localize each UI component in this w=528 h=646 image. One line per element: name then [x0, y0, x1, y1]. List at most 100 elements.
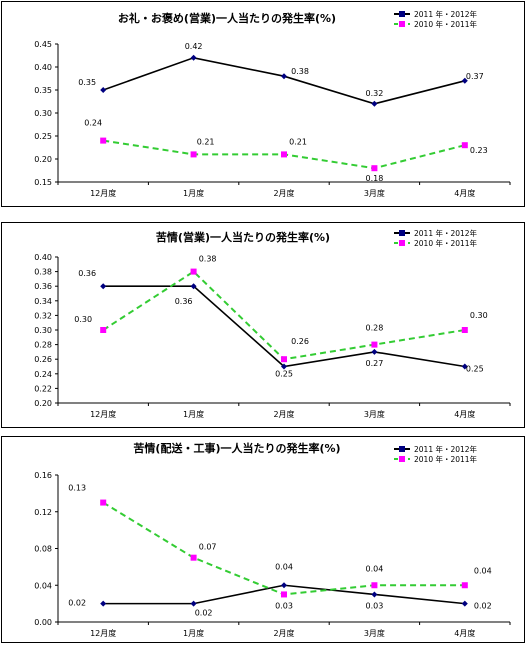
data-point-s1-2: [190, 600, 197, 607]
legend-marker-2: [399, 240, 405, 246]
data-point-s1-5: [461, 77, 468, 84]
y-tick-label: 0.28: [34, 341, 52, 350]
data-label-s2-4: 0.18: [365, 174, 383, 183]
data-point-s2-3: [281, 151, 287, 158]
x-tick-label: 3月度: [364, 188, 385, 198]
data-point-s1-4: [371, 100, 378, 107]
x-tick-label: 1月度: [183, 188, 204, 198]
data-point-s2-1: [100, 327, 107, 333]
data-label-s1-4: 0.03: [365, 601, 383, 610]
data-label-s2-2: 0.38: [199, 255, 217, 264]
data-point-s1-4: [371, 348, 378, 355]
legend-label-2: 2010 年・2011年: [414, 19, 478, 29]
data-point-s2-4: [371, 582, 378, 589]
data-point-s2-4: [371, 341, 378, 348]
series-line-2: [102, 501, 465, 596]
y-tick-label: 0.38: [34, 268, 52, 277]
y-tick-label: 0.25: [34, 132, 52, 141]
data-point-s2-2: [190, 151, 197, 158]
data-point-s1-3: [281, 73, 287, 80]
chart-title: お礼・お褒め(営業)一人当たりの発生率(%): [118, 11, 336, 25]
data-label-s1-5: 0.02: [474, 602, 492, 611]
data-label-s1-2: 0.02: [195, 609, 213, 618]
y-tick-label: 0.40: [34, 253, 52, 262]
data-label-s2-1: 0.24: [84, 119, 102, 128]
chart-title: 苦情(営業)一人当たりの発生率(%): [156, 230, 330, 244]
legend-marker-1: [399, 446, 405, 452]
series-line-2: [102, 270, 465, 361]
data-label-s1-1: 0.35: [78, 78, 96, 87]
data-label-s2-4: 0.04: [365, 564, 383, 573]
series-line-1: [103, 285, 465, 368]
y-tick-label: 0.40: [34, 63, 52, 72]
chart-panel-3: 苦情(配送・工事)一人当たりの発生率(%) 2011 年・2012年 2010 年・…: [1, 436, 525, 643]
data-label-s2-5: 0.30: [470, 311, 488, 320]
y-tick-label: 0.22: [34, 384, 52, 393]
data-label-s1-2: 0.42: [185, 42, 203, 51]
y-tick-label: 0.34: [34, 297, 52, 306]
data-point-s2-3: [281, 591, 287, 598]
data-point-s2-5: [461, 142, 468, 149]
legend-label-2: 2010 年・2011年: [414, 238, 478, 248]
data-point-s1-5: [461, 363, 468, 370]
y-tick-label: 0.20: [34, 155, 52, 164]
x-tick-label: 2月度: [273, 188, 294, 198]
y-tick-label: 0.30: [34, 109, 52, 118]
x-tick-label: 1月度: [183, 409, 204, 419]
x-tick-label: 4月度: [454, 188, 475, 198]
legend-marker-1: [399, 11, 405, 17]
x-tick-label: 1月度: [183, 628, 204, 638]
y-tick-label: 0.30: [34, 326, 52, 335]
legend-label-2: 2010 年・2011年: [414, 454, 478, 464]
data-point-s2-3: [281, 356, 287, 363]
legend-marker-2: [399, 21, 405, 27]
data-label-s2-4: 0.28: [365, 324, 383, 333]
y-tick-label: 0.36: [34, 282, 52, 291]
series-line-1: [102, 56, 465, 105]
data-label-s2-2: 0.21: [197, 137, 215, 146]
x-tick-label: 3月度: [364, 628, 385, 638]
data-label-s1-3: 0.04: [275, 562, 293, 571]
data-point-s1-5: [461, 600, 468, 607]
data-point-s1-1: [100, 600, 107, 607]
chart-panel-2: 苦情(営業)一人当たりの発生率(%) 2011 年・2012年 2010 年・201…: [1, 222, 525, 428]
legend-marker-1: [399, 230, 405, 236]
x-tick-label: 2月度: [273, 628, 294, 638]
data-label-s1-4: 0.32: [365, 89, 383, 98]
y-tick-label: 0.24: [34, 370, 52, 379]
data-point-s2-5: [461, 327, 468, 333]
legend-label-1: 2011 年・2012年: [414, 9, 478, 19]
data-point-s1-2: [190, 54, 197, 61]
data-label-s2-1: 0.13: [68, 484, 86, 493]
data-point-s1-2: [190, 283, 197, 290]
data-label-s2-5: 0.23: [470, 146, 488, 155]
data-label-s2-2: 0.07: [199, 543, 217, 552]
y-tick-label: 0.16: [34, 471, 52, 480]
data-label-s1-3: 0.38: [291, 67, 309, 76]
y-tick-label: 0.04: [34, 581, 52, 590]
data-label-s2-3: 0.03: [275, 601, 293, 610]
data-label-s1-1: 0.36: [78, 269, 96, 278]
data-label-s1-5: 0.37: [466, 72, 484, 81]
data-label-s2-5: 0.04: [474, 566, 492, 575]
data-label-s2-1: 0.30: [74, 315, 92, 324]
x-tick-label: 12月度: [90, 628, 116, 638]
data-point-s1-3: [281, 363, 287, 370]
x-tick-label: 3月度: [364, 409, 385, 419]
legend-label-1: 2011 年・2012年: [414, 228, 478, 238]
chart-title: 苦情(配送・工事)一人当たりの発生率(%): [133, 441, 340, 455]
data-label-s1-2: 0.36: [175, 297, 193, 306]
data-point-s1-4: [371, 591, 378, 598]
data-point-s2-5: [461, 582, 468, 589]
data-point-s1-1: [100, 283, 107, 290]
x-tick-label: 2月度: [273, 409, 294, 419]
chart-panel-1: お礼・お褒め(営業)一人当たりの発生率(%) 2011 年・2012年 2010 年…: [1, 1, 525, 207]
y-tick-label: 0.12: [34, 508, 52, 517]
legend-label-1: 2011 年・2012年: [414, 444, 478, 454]
data-point-s1-3: [281, 582, 287, 589]
data-point-s2-2: [190, 554, 197, 561]
y-tick-label: 0.20: [34, 399, 52, 408]
data-label-s1-3: 0.25: [275, 370, 293, 379]
